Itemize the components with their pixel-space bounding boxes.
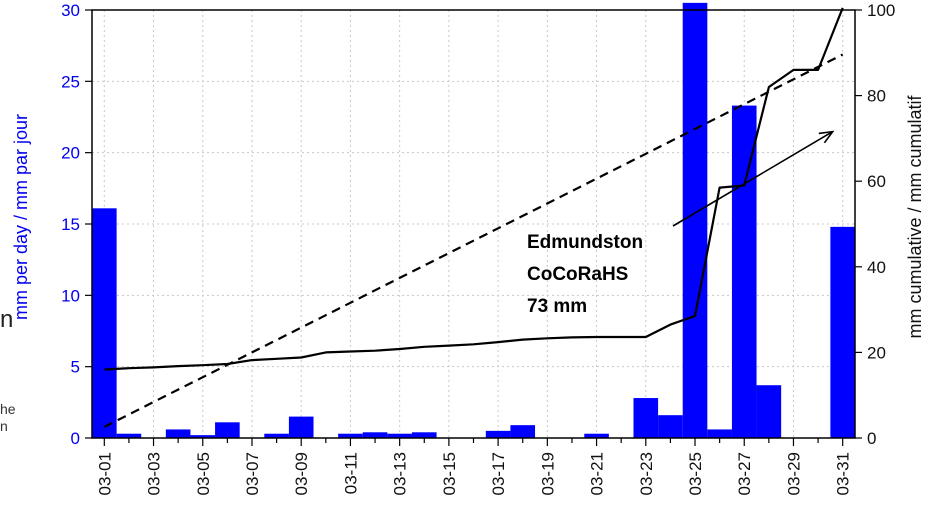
bar xyxy=(165,429,191,438)
bar xyxy=(731,105,757,438)
axes: 0 5 10 15 20 25 30 0 20 40 60 80 100 03-01 03-03 03-05 0… xyxy=(61,1,895,495)
x-tick-label: 03-05 xyxy=(194,452,213,495)
cropped-text-fragment: he xyxy=(0,401,16,417)
cropped-text-fragment: n xyxy=(0,418,8,434)
bar xyxy=(92,208,117,438)
bar xyxy=(387,433,412,438)
y-tick-label-left: 5 xyxy=(71,358,80,377)
x-tick-label: 03-01 xyxy=(95,452,114,495)
bar xyxy=(658,415,683,438)
x-tick-label: 03-11 xyxy=(341,452,360,494)
y-tick-label-right: 60 xyxy=(867,172,886,191)
y-tick-label-left: 15 xyxy=(61,215,80,234)
y-tick-label-left: 30 xyxy=(61,1,80,20)
annotation-line-1: Edmundston xyxy=(527,232,643,253)
bar xyxy=(411,432,437,438)
y-tick-label-left: 25 xyxy=(61,72,80,91)
bar xyxy=(116,433,142,438)
annotation-line-3: 73 mm xyxy=(527,296,587,317)
bar xyxy=(830,226,855,438)
annotation-arrow xyxy=(672,130,834,227)
daily-precipitation-bars xyxy=(92,2,855,438)
y-tick-label-left: 0 xyxy=(71,429,80,448)
bar xyxy=(288,416,314,438)
series-line-dashed xyxy=(103,53,844,428)
x-tick-label: 03-07 xyxy=(243,452,262,495)
x-tick-label: 03-09 xyxy=(292,452,311,495)
y-tick-label-right: 40 xyxy=(867,258,886,277)
x-tick-label: 03-27 xyxy=(735,452,754,495)
bar xyxy=(756,385,782,438)
x-tick-label: 03-23 xyxy=(637,452,656,495)
x-tick-label: 03-25 xyxy=(686,452,705,495)
bar xyxy=(707,429,732,438)
x-tick-label: 03-31 xyxy=(834,452,853,495)
bar xyxy=(362,432,388,438)
annotation-arrow-head xyxy=(818,130,835,144)
bar xyxy=(633,398,659,438)
y-tick-label-left: 10 xyxy=(61,286,80,305)
x-tick-label: 03-15 xyxy=(440,452,459,495)
bar xyxy=(584,433,609,438)
x-tick-label: 03-29 xyxy=(784,452,803,495)
x-tick-label: 03-03 xyxy=(145,452,164,495)
y-axis-label-right: mm cumulative / mm cumulatif xyxy=(905,94,925,338)
bar xyxy=(215,422,240,438)
station-annotation: Edmundston CoCoRaHS 73 mm xyxy=(527,130,835,317)
bar xyxy=(190,435,216,438)
bar xyxy=(510,425,536,438)
y-tick-label-right: 80 xyxy=(867,87,886,106)
y-tick-label-right: 0 xyxy=(867,429,876,448)
annotation-line-2: CoCoRaHS xyxy=(527,264,628,285)
x-tick-label: 03-21 xyxy=(588,452,607,495)
x-tick-label: 03-19 xyxy=(538,452,557,495)
cropped-text-fragment: n xyxy=(0,306,13,333)
cumulative-lines xyxy=(103,7,844,428)
y-tick-label-right: 100 xyxy=(867,1,895,20)
y-tick-label-left: 20 xyxy=(61,144,80,163)
x-tick-label: 03-17 xyxy=(489,452,508,495)
x-tick-label: 03-13 xyxy=(391,452,410,495)
y-tick-label-right: 20 xyxy=(867,343,886,362)
bar xyxy=(485,430,511,438)
y-axis-label-left: mm per day / mm par jour xyxy=(11,114,31,320)
bar xyxy=(682,2,708,438)
bar xyxy=(264,433,289,438)
bar xyxy=(338,433,363,438)
